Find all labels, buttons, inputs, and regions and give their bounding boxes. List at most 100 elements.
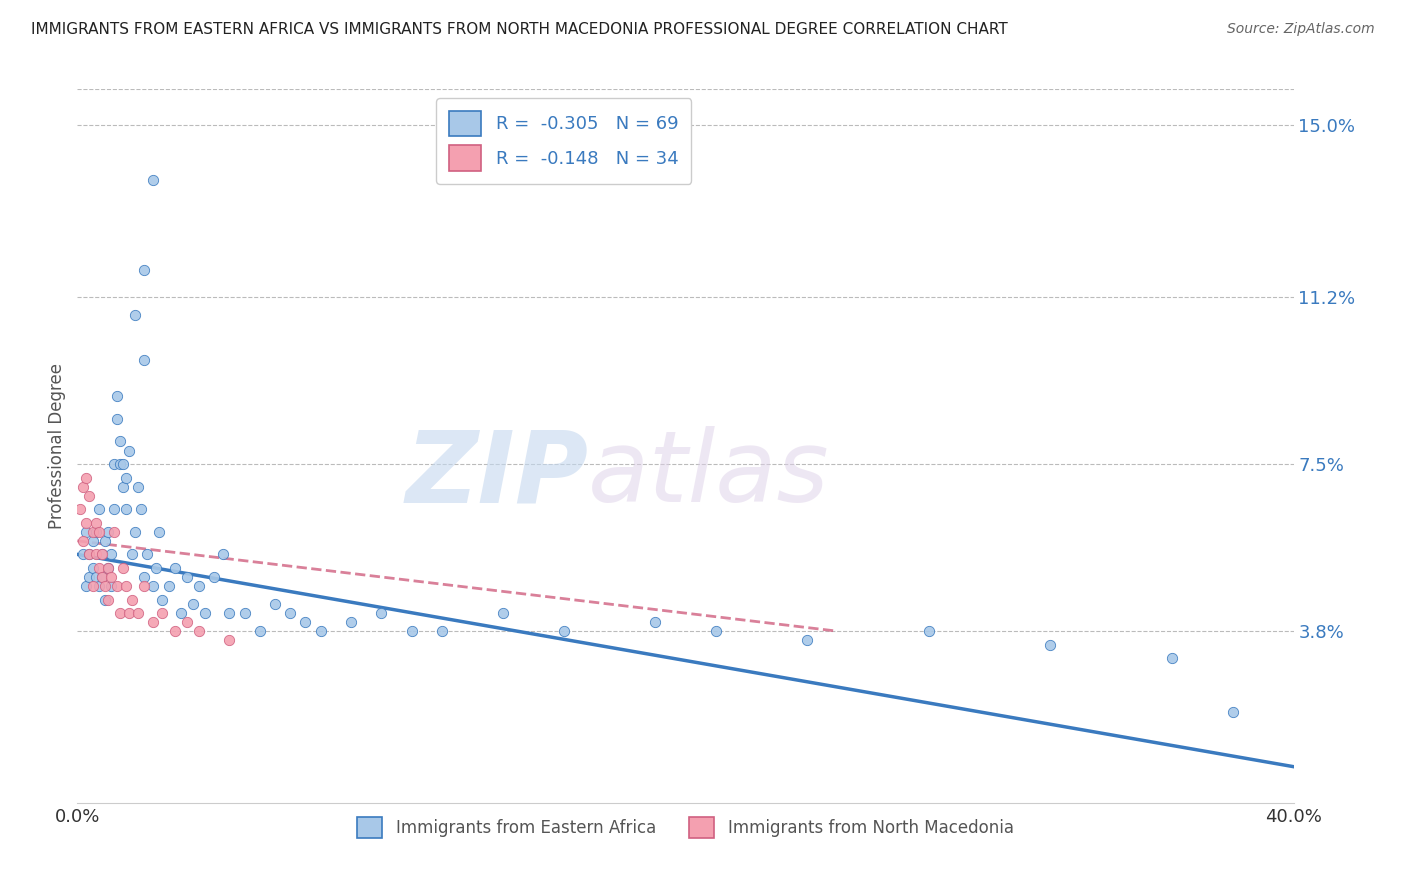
Point: [79, 489, 101, 503]
Point: [134, 263, 156, 277]
Point: [121, 548, 143, 562]
Point: [115, 502, 138, 516]
Point: [103, 524, 125, 539]
Point: [115, 470, 138, 484]
Point: [233, 606, 256, 620]
Y-axis label: Professional Degree: Professional Degree: [48, 363, 66, 529]
Point: [72, 533, 94, 548]
Point: [97, 561, 120, 575]
Point: [134, 570, 156, 584]
Point: [72, 548, 94, 562]
Point: [79, 570, 101, 584]
Point: [100, 570, 122, 584]
Point: [105, 389, 128, 403]
Point: [492, 606, 515, 620]
Point: [118, 606, 141, 620]
Point: [142, 172, 165, 186]
Point: [90, 548, 112, 562]
Point: [87, 579, 110, 593]
Point: [121, 592, 143, 607]
Point: [127, 606, 149, 620]
Point: [249, 624, 271, 639]
Point: [134, 353, 156, 368]
Point: [84, 548, 107, 562]
Point: [93, 592, 115, 607]
Point: [100, 579, 122, 593]
Point: [108, 457, 131, 471]
Point: [145, 561, 167, 575]
Point: [194, 606, 217, 620]
Text: Source: ZipAtlas.com: Source: ZipAtlas.com: [1227, 22, 1375, 37]
Point: [309, 624, 332, 639]
Point: [108, 434, 131, 449]
Point: [93, 533, 115, 548]
Point: [108, 606, 131, 620]
Point: [124, 308, 146, 322]
Point: [87, 502, 110, 516]
Point: [152, 592, 174, 607]
Point: [152, 606, 174, 620]
Point: [69, 502, 91, 516]
Point: [115, 579, 138, 593]
Point: [188, 579, 211, 593]
Point: [75, 579, 97, 593]
Point: [918, 624, 941, 639]
Point: [87, 561, 110, 575]
Legend: Immigrants from Eastern Africa, Immigrants from North Macedonia: Immigrants from Eastern Africa, Immigran…: [350, 811, 1021, 845]
Point: [163, 561, 186, 575]
Point: [142, 579, 165, 593]
Point: [103, 502, 125, 516]
Point: [218, 633, 240, 648]
Point: [87, 524, 110, 539]
Point: [264, 597, 287, 611]
Point: [1161, 651, 1184, 665]
Point: [111, 457, 134, 471]
Point: [105, 579, 128, 593]
Point: [218, 606, 240, 620]
Point: [181, 597, 204, 611]
Point: [111, 561, 134, 575]
Point: [84, 524, 107, 539]
Point: [72, 480, 94, 494]
Point: [118, 443, 141, 458]
Point: [82, 561, 104, 575]
Point: [84, 570, 107, 584]
Point: [93, 579, 115, 593]
Point: [75, 470, 97, 484]
Point: [134, 579, 156, 593]
Point: [124, 524, 146, 539]
Point: [103, 457, 125, 471]
Point: [1039, 638, 1062, 652]
Text: ZIP: ZIP: [405, 426, 588, 523]
Point: [553, 624, 575, 639]
Point: [136, 548, 159, 562]
Point: [82, 524, 104, 539]
Point: [176, 570, 198, 584]
Point: [97, 561, 120, 575]
Text: atlas: atlas: [588, 426, 830, 523]
Point: [90, 570, 112, 584]
Point: [163, 624, 186, 639]
Point: [75, 516, 97, 530]
Point: [82, 533, 104, 548]
Point: [97, 524, 120, 539]
Point: [157, 579, 180, 593]
Point: [90, 570, 112, 584]
Point: [278, 606, 301, 620]
Point: [644, 615, 666, 629]
Point: [170, 606, 193, 620]
Point: [127, 480, 149, 494]
Point: [79, 548, 101, 562]
Point: [129, 502, 152, 516]
Point: [79, 548, 101, 562]
Point: [430, 624, 453, 639]
Point: [294, 615, 316, 629]
Point: [105, 412, 128, 426]
Point: [202, 570, 225, 584]
Point: [97, 592, 120, 607]
Point: [100, 548, 122, 562]
Point: [704, 624, 727, 639]
Point: [370, 606, 392, 620]
Point: [188, 624, 211, 639]
Point: [340, 615, 363, 629]
